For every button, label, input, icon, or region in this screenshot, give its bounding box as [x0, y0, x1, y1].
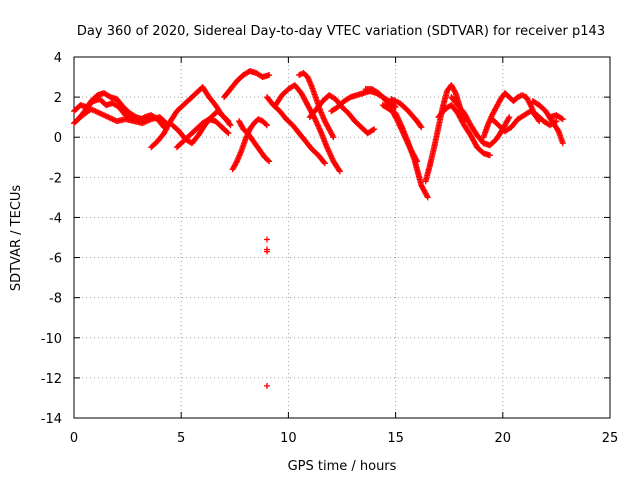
plot-frame — [73, 56, 611, 419]
y-tick-label: 4 — [54, 51, 62, 66]
y-tick-label: 2 — [54, 91, 62, 106]
axis-ticks — [73, 56, 611, 419]
series-track9 — [236, 118, 273, 165]
data-point — [486, 152, 493, 159]
data-point — [225, 130, 232, 137]
data-point — [263, 122, 270, 129]
data-point — [266, 72, 273, 79]
series-track18 — [422, 82, 468, 185]
data-point — [558, 115, 565, 122]
series-track12 — [296, 70, 337, 141]
x-axis-label: GPS time / hours — [288, 459, 397, 474]
data-point — [224, 129, 231, 136]
data-point — [139, 116, 146, 123]
series-track19 — [435, 102, 493, 159]
series-track6 — [173, 116, 232, 151]
y-tick-label: -4 — [49, 211, 62, 226]
x-tick-label: 10 — [280, 431, 297, 446]
data-point — [526, 100, 533, 107]
series-track24 — [546, 112, 566, 123]
data-point — [320, 159, 327, 166]
series-outliers — [263, 236, 270, 389]
x-tick-label: 5 — [177, 431, 185, 446]
data-point — [263, 236, 270, 243]
x-tick-label: 25 — [602, 431, 619, 446]
data-point — [506, 114, 513, 121]
series-track20 — [448, 94, 513, 149]
series-track17 — [388, 96, 425, 131]
y-tick-label: -6 — [49, 252, 62, 267]
data-point — [262, 121, 269, 128]
data-point — [559, 116, 566, 123]
data-point — [424, 193, 431, 200]
data-point — [369, 127, 376, 134]
data-point — [336, 168, 343, 175]
y-axis-label: SDTVAR / TECUs — [9, 185, 24, 292]
series-track8 — [229, 116, 270, 173]
data-point — [330, 134, 337, 141]
x-tick-labels: 0 5 10 15 20 25 — [70, 431, 618, 446]
data-point — [227, 122, 234, 129]
data-point — [265, 157, 272, 164]
series-track10 — [263, 94, 328, 167]
data-point — [554, 126, 561, 133]
data-point — [392, 104, 399, 111]
data-point — [321, 160, 328, 167]
x-tick-label: 15 — [387, 431, 404, 446]
data-point — [424, 194, 431, 201]
data-point — [417, 122, 424, 129]
y-tick-label: -2 — [49, 171, 62, 186]
data-point — [233, 159, 240, 166]
y-tick-labels: -14 -12 -10 -8 -6 -4 -2 0 2 4 — [41, 51, 62, 427]
data-point — [505, 115, 512, 122]
series-track16 — [379, 102, 431, 201]
x-tick-label: 0 — [70, 431, 78, 446]
data-point — [266, 158, 273, 165]
series-track7 — [221, 68, 273, 101]
y-tick-label: -12 — [41, 372, 62, 387]
chart-title: Day 360 of 2020, Sidereal Day-to-day VTE… — [77, 24, 605, 39]
data-point — [418, 124, 425, 131]
data-point — [559, 140, 566, 147]
data-point — [263, 382, 270, 389]
series-track11 — [272, 82, 343, 175]
data-point — [263, 248, 270, 255]
data-point — [226, 121, 233, 128]
data-marks — [71, 68, 566, 389]
data-point — [371, 126, 378, 133]
data-point — [336, 167, 343, 174]
series-track3 — [75, 90, 146, 123]
data-point — [329, 132, 336, 139]
x-tick-label: 20 — [495, 431, 512, 446]
y-tick-label: -8 — [49, 292, 62, 307]
y-tick-label: -14 — [41, 412, 62, 427]
data-point — [451, 88, 458, 95]
y-tick-label: -10 — [41, 332, 62, 347]
y-tick-label: 0 — [54, 131, 62, 146]
